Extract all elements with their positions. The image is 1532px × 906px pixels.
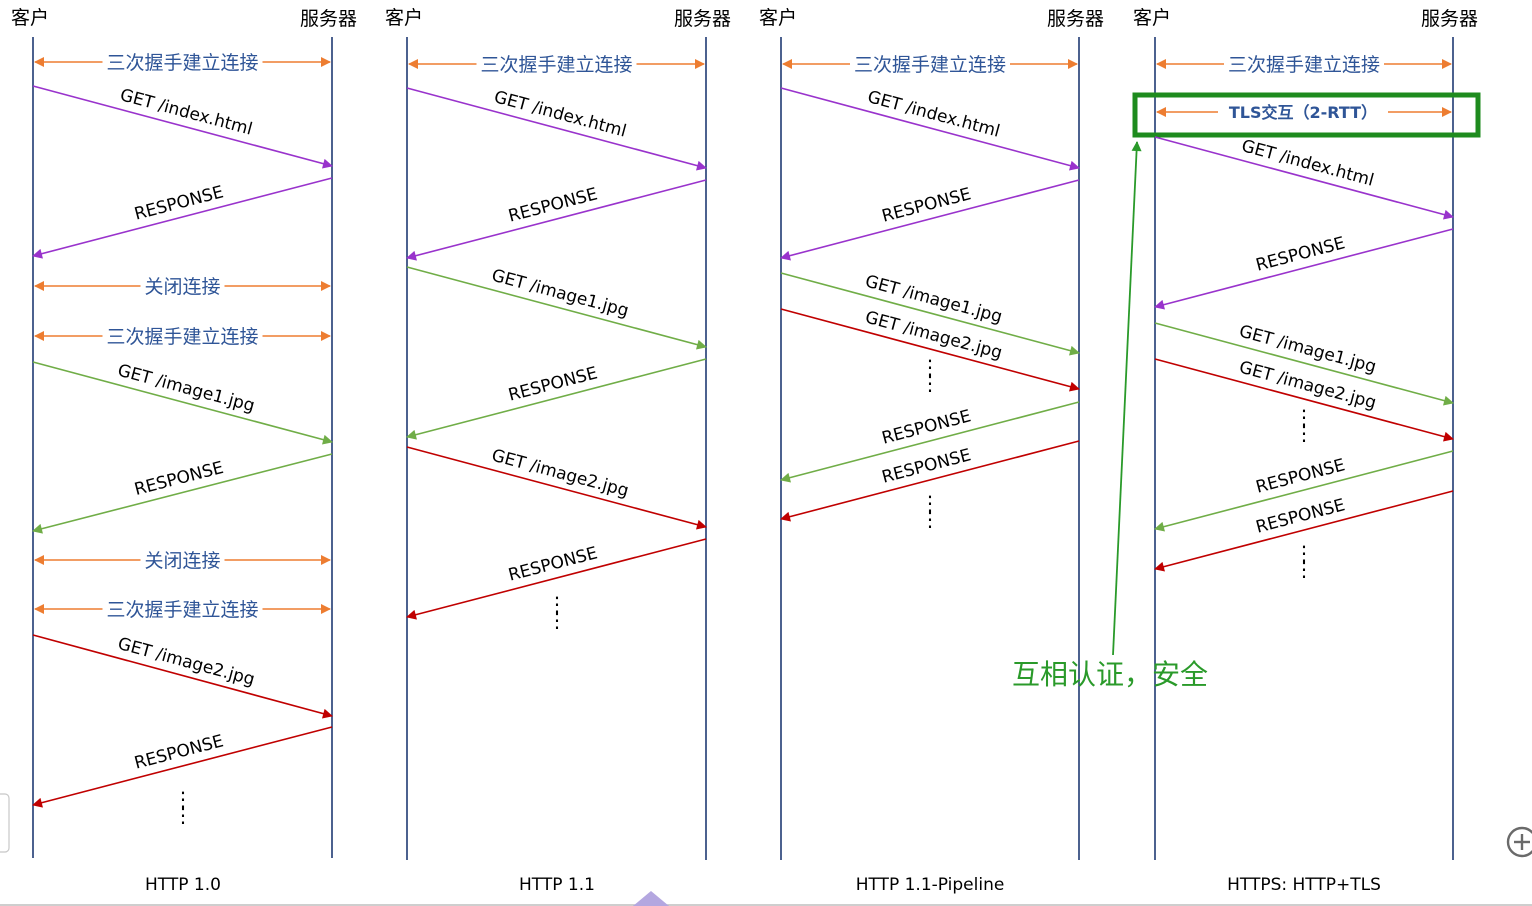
panel-4-caption: HTTPS: HTTP+TLS — [1227, 875, 1381, 895]
p3-get-image2-arrow — [780, 308, 1080, 392]
p3-response-2-arrow — [780, 401, 1080, 483]
p3-ellipsis-2: ⋮ — [920, 491, 940, 515]
p3-handshake-label: 三次握手建立连接 — [854, 54, 1006, 76]
p3-get-image1-arrow — [780, 272, 1080, 356]
p1-handshake-2-label: 三次握手建立连接 — [106, 326, 258, 348]
p1-handshake-3-label: 三次握手建立连接 — [106, 599, 258, 621]
panel-1-client-title: 客户 — [11, 7, 49, 29]
p1-close-1-label: 关闭连接 — [144, 276, 220, 298]
p3-ellipsis-1-2: ⋮ — [920, 371, 940, 395]
p3-response-1-arrow — [780, 179, 1080, 261]
p1-get-image2-arrow — [32, 634, 333, 719]
p2-get-image1-label: GET /image1.jpg — [489, 266, 630, 322]
panel-4-server-title: 服务器 — [1421, 8, 1478, 30]
p1-get-image2-label: GET /image2.jpg — [116, 634, 257, 690]
p4-get-index-arrow — [1154, 136, 1454, 220]
p1-get-index-label: GET /index.html — [118, 85, 255, 139]
p3-get-index-label: GET /index.html — [865, 87, 1002, 142]
p4-get-index-label: GET /index.html — [1239, 136, 1376, 191]
p1-close-2-label: 关闭连接 — [144, 550, 220, 572]
panel-3-server-title: 服务器 — [1047, 8, 1104, 30]
p4-response-2-arrow — [1154, 450, 1454, 532]
p2-handshake-label: 三次握手建立连接 — [480, 54, 632, 76]
side-panel-handle[interactable] — [0, 793, 10, 853]
p1-get-image1-label: GET /image1.jpg — [115, 361, 256, 417]
p4-handshake-label: 三次握手建立连接 — [1228, 54, 1380, 76]
p2-response-1-arrow — [406, 179, 707, 261]
p4-response-3-arrow — [1154, 490, 1454, 572]
p3-response-3-arrow — [780, 440, 1080, 522]
p2-get-image2-label: GET /image2.jpg — [489, 446, 630, 502]
panel-4-client-title: 客户 — [1133, 7, 1171, 29]
p2-get-index-arrow — [406, 87, 707, 171]
panel-2-server-title: 服务器 — [674, 8, 731, 30]
p1-get-image1-arrow — [32, 361, 333, 445]
tls-highlight-box — [1132, 92, 1481, 138]
panel-3-client-title: 客户 — [759, 7, 797, 29]
p3-ellipsis-2-2: ⋮ — [920, 507, 940, 531]
p2-response-2-arrow — [406, 358, 707, 440]
p1-ellipsis-2: ⋮ — [173, 803, 193, 827]
p2-ellipsis: ⋮ — [547, 592, 567, 616]
p1-handshake-1-label: 三次握手建立连接 — [106, 52, 258, 74]
p4-ellipsis-1-2: ⋮ — [1294, 421, 1314, 445]
note-text: 互相认证，安全 — [1012, 658, 1208, 691]
p2-response-3-arrow — [406, 538, 707, 620]
panel-2-caption: HTTP 1.1 — [519, 875, 595, 895]
tls-label: TLS交互（2-RTT） — [1229, 103, 1377, 122]
note-arrow — [1112, 141, 1142, 656]
p2-get-image2-arrow — [406, 446, 707, 530]
p4-response-1-arrow — [1154, 228, 1454, 310]
panel-1-server-title: 服务器 — [300, 8, 357, 30]
p2-get-image1-arrow — [406, 266, 707, 350]
p4-get-image2-arrow — [1154, 358, 1454, 442]
panel-2-client-title: 客户 — [385, 7, 423, 29]
p4-get-image1-arrow — [1154, 322, 1454, 406]
p1-response-2-arrow — [32, 453, 333, 534]
p2-ellipsis-2: ⋮ — [547, 608, 567, 632]
panel-1-caption: HTTP 1.0 — [145, 875, 221, 895]
p3-ellipsis-1: ⋮ — [920, 355, 940, 379]
plus-circle-icon[interactable] — [1506, 826, 1532, 858]
p4-ellipsis-1: ⋮ — [1294, 405, 1314, 429]
p2-get-index-label: GET /index.html — [492, 87, 629, 141]
p1-response-1-arrow — [32, 177, 333, 259]
triangle-icon[interactable] — [633, 891, 669, 906]
p1-get-index-arrow — [32, 85, 333, 169]
panel-3-caption: HTTP 1.1-Pipeline — [856, 875, 1005, 895]
p3-get-index-arrow — [780, 87, 1080, 171]
p4-ellipsis-2: ⋮ — [1294, 541, 1314, 565]
p1-response-3-arrow — [32, 726, 333, 808]
p1-ellipsis: ⋮ — [173, 787, 193, 811]
p4-ellipsis-2-2: ⋮ — [1294, 557, 1314, 581]
